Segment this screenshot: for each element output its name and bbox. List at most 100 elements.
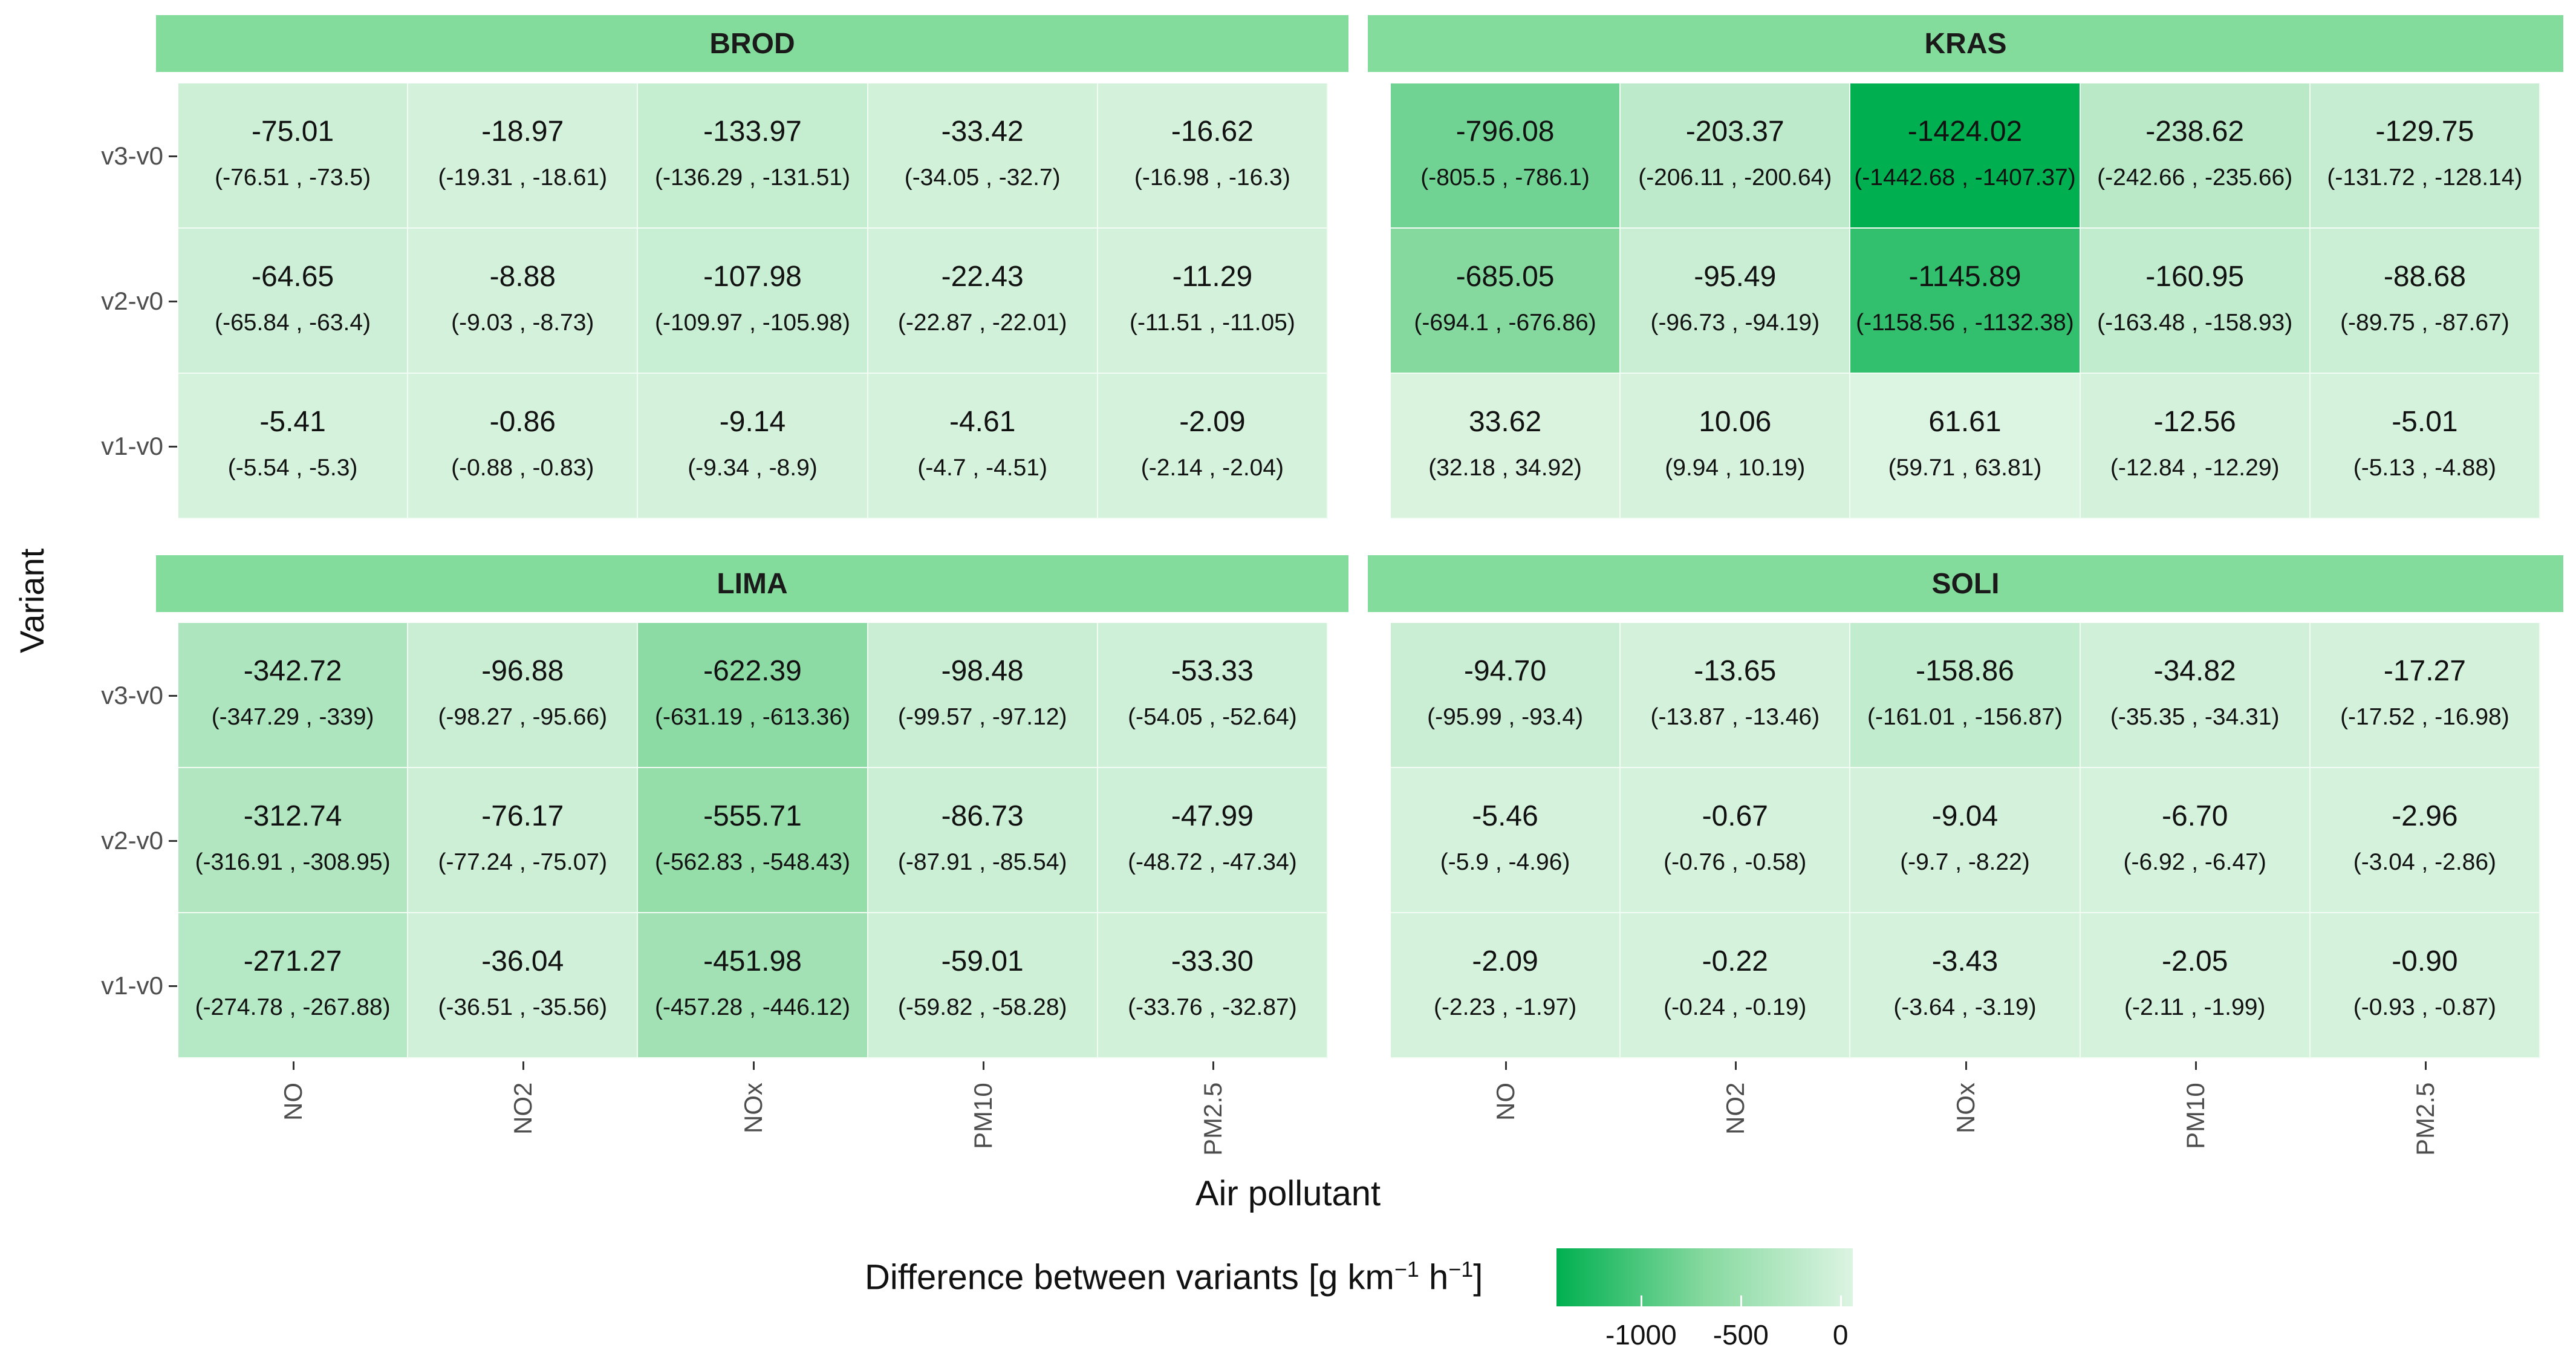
facet-strip-soli: SOLI — [1368, 555, 2563, 612]
heatmap-cell: -59.01 (-59.82 , -58.28) — [868, 913, 1098, 1058]
cell-value: -98.48 — [941, 655, 1024, 687]
cell-value: -312.74 — [243, 800, 342, 832]
heatmap-cell: -34.82 (-35.35 , -34.31) — [2080, 623, 2311, 768]
cell-interval: (59.71 , 63.81) — [1888, 455, 2042, 481]
cell-value: -76.17 — [481, 800, 564, 832]
heatmap-cell: -16.62 (-16.98 , -16.3) — [1098, 83, 1328, 229]
heatmap-cell: -312.74 (-316.91 , -308.95) — [178, 768, 409, 913]
heatmap-cell: -685.05 (-694.1 , -676.86) — [1391, 229, 1621, 374]
cell-value: -203.37 — [1685, 116, 1784, 148]
heatmap-cell: -342.72 (-347.29 , -339) — [178, 623, 409, 768]
cell-value: -86.73 — [941, 800, 1024, 832]
cell-interval: (-65.84 , -63.4) — [215, 310, 371, 336]
cell-value: -13.65 — [1694, 655, 1777, 687]
heatmap-cell: -238.62 (-242.66 , -235.66) — [2080, 83, 2311, 229]
cell-value: -160.95 — [2145, 261, 2245, 293]
facet-strip-brod: BROD — [156, 15, 1348, 72]
cell-value: -2.09 — [1472, 945, 1538, 977]
y-tick-mark — [169, 985, 177, 987]
heatmap-cell: 61.61 (59.71 , 63.81) — [1850, 374, 2081, 519]
cell-value: -12.56 — [2153, 406, 2236, 438]
cell-interval: (-99.57 , -97.12) — [897, 704, 1067, 730]
heatmap-cell: -0.67 (-0.76 , -0.58) — [1621, 768, 1851, 913]
cell-interval: (-76.51 , -73.5) — [215, 165, 371, 191]
cell-interval: (-34.05 , -32.7) — [904, 165, 1061, 191]
cell-value: -36.04 — [481, 945, 564, 977]
cell-value: -555.71 — [703, 800, 802, 832]
cell-value: -16.62 — [1171, 116, 1254, 148]
heatmap-cell: -12.56 (-12.84 , -12.29) — [2080, 374, 2311, 519]
heatmap-cell: -451.98 (-457.28 , -446.12) — [638, 913, 868, 1058]
cell-value: -75.01 — [252, 116, 334, 148]
cell-interval: (-5.9 , -4.96) — [1440, 849, 1570, 875]
cell-interval: (-16.98 , -16.3) — [1134, 165, 1290, 191]
heatmap-cell: -5.41 (-5.54 , -5.3) — [178, 374, 409, 519]
cell-value: -53.33 — [1171, 655, 1254, 687]
y-tick-label: v2-v0 — [101, 287, 163, 315]
cell-interval: (-242.66 , -235.66) — [2097, 165, 2293, 191]
cell-interval: (-805.5 , -786.1) — [1420, 165, 1590, 191]
cell-interval: (-77.24 , -75.07) — [438, 849, 608, 875]
facet-panel-soli: -94.70 (-95.99 , -93.4) -13.65 (-13.87 , -1… — [1391, 623, 2540, 1058]
cell-value: -59.01 — [941, 945, 1024, 977]
x-tick-label: NO — [1491, 1083, 1520, 1121]
heatmap-cell: -11.29 (-11.51 , -11.05) — [1098, 229, 1328, 374]
facet-panel-lima: -342.72 (-347.29 , -339) -96.88 (-98.27 , -… — [178, 623, 1328, 1058]
x-tick-label: NOx — [738, 1083, 767, 1133]
cell-value: -96.88 — [481, 655, 564, 687]
cell-value: -622.39 — [703, 655, 802, 687]
heatmap-cell: -76.17 (-77.24 , -75.07) — [408, 768, 639, 913]
x-tick-label: PM10 — [2181, 1083, 2210, 1149]
cell-value: -685.05 — [1456, 261, 1555, 293]
heatmap-cell: -4.61 (-4.7 , -4.51) — [868, 374, 1098, 519]
cell-value: -271.27 — [243, 945, 342, 977]
y-tick-mark — [169, 446, 177, 448]
cell-value: -17.27 — [2383, 655, 2466, 687]
cell-value: -2.09 — [1179, 406, 1246, 438]
cell-value: -22.43 — [941, 261, 1024, 293]
heatmap-cell: -94.70 (-95.99 , -93.4) — [1391, 623, 1621, 768]
heatmap-cell: -18.97 (-19.31 , -18.61) — [408, 83, 639, 229]
cell-value: -95.49 — [1694, 261, 1777, 293]
cell-interval: (-1158.56 , -1132.38) — [1856, 310, 2074, 336]
cell-interval: (-9.34 , -8.9) — [688, 455, 818, 481]
heatmap-cell: -796.08 (-805.5 , -786.1) — [1391, 83, 1621, 229]
cell-value: -1424.02 — [1907, 116, 2023, 148]
cell-interval: (-0.76 , -0.58) — [1664, 849, 1807, 875]
y-tick-mark — [169, 840, 177, 842]
legend-tick-label: -500 — [1712, 1319, 1769, 1351]
cell-value: -451.98 — [703, 945, 802, 977]
cell-interval: (-562.83 , -548.43) — [654, 849, 850, 875]
x-tick-mark — [1212, 1061, 1214, 1070]
heatmap-cell: -2.09 (-2.14 , -2.04) — [1098, 374, 1328, 519]
cell-interval: (-96.73 , -94.19) — [1650, 310, 1820, 336]
cell-interval: (-54.05 , -52.64) — [1128, 704, 1297, 730]
cell-interval: (-9.7 , -8.22) — [1900, 849, 2030, 875]
facet-strip-lima: LIMA — [156, 555, 1348, 612]
x-tick-mark — [522, 1061, 525, 1070]
y-tick-label: v3-v0 — [101, 142, 163, 170]
cell-value: -6.70 — [2161, 800, 2228, 832]
x-tick-mark — [752, 1061, 755, 1070]
y-tick-mark — [169, 155, 177, 157]
heatmap-cell: -96.88 (-98.27 , -95.66) — [408, 623, 639, 768]
cell-interval: (-5.13 , -4.88) — [2353, 455, 2497, 481]
x-tick-mark — [2424, 1061, 2427, 1070]
y-tick-mark — [169, 301, 177, 302]
x-tick-mark — [293, 1061, 295, 1070]
cell-interval: (32.18 , 34.92) — [1428, 455, 1582, 481]
cell-interval: (-1442.68 , -1407.37) — [1854, 165, 2076, 191]
heatmap-cell: -33.42 (-34.05 , -32.7) — [868, 83, 1098, 229]
heatmap-cell: -160.95 (-163.48 , -158.93) — [2080, 229, 2311, 374]
cell-interval: (-0.93 , -0.87) — [2353, 994, 2497, 1020]
cell-interval: (-89.75 , -87.67) — [2340, 310, 2509, 336]
heatmap-cell: -2.96 (-3.04 , -2.86) — [2310, 768, 2540, 913]
x-tick-mark — [1965, 1061, 1967, 1070]
heatmap-cell: -64.65 (-65.84 , -63.4) — [178, 229, 409, 374]
cell-interval: (-95.99 , -93.4) — [1427, 704, 1584, 730]
heatmap-cell: -9.14 (-9.34 , -8.9) — [638, 374, 868, 519]
cell-interval: (-0.24 , -0.19) — [1664, 994, 1807, 1020]
cell-value: -5.41 — [259, 406, 326, 438]
legend-tick-label: -1000 — [1605, 1319, 1677, 1351]
cell-interval: (-5.54 , -5.3) — [227, 455, 358, 481]
